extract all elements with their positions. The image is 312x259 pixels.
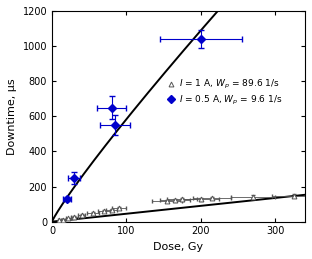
$I$ = 1 A, $W_p$ = 89.6 1/s: [110, 208, 113, 211]
$I$ = 1 A, $W_p$ = 89.6 1/s: [61, 218, 65, 221]
X-axis label: Dose, Gy: Dose, Gy: [154, 242, 204, 252]
$I$ = 1 A, $W_p$ = 89.6 1/s: [57, 219, 61, 222]
$I$ = 0.5 A, $W_p$ = 9.6 1/s: [110, 106, 113, 109]
$I$ = 0.5 A, $W_p$ = 9.6 1/s: [65, 197, 69, 200]
Line: $I$ = 0.5 A, $W_p$ = 9.6 1/s: $I$ = 0.5 A, $W_p$ = 9.6 1/s: [64, 36, 204, 202]
$I$ = 1 A, $W_p$ = 89.6 1/s: [165, 199, 169, 203]
$I$ = 1 A, $W_p$ = 89.6 1/s: [91, 212, 95, 215]
$I$ = 0.5 A, $W_p$ = 9.6 1/s: [199, 38, 203, 41]
$I$ = 1 A, $W_p$ = 89.6 1/s: [66, 217, 70, 220]
Legend: $I$ = 1 A, $W_p$ = 89.6 1/s, $I$ = 0.5 A, $W_p$ = 9.6 1/s: $I$ = 1 A, $W_p$ = 89.6 1/s, $I$ = 0.5 A…: [163, 74, 286, 111]
Line: $I$ = 1 A, $W_p$ = 89.6 1/s: $I$ = 1 A, $W_p$ = 89.6 1/s: [57, 193, 296, 223]
$I$ = 1 A, $W_p$ = 89.6 1/s: [102, 210, 106, 213]
$I$ = 1 A, $W_p$ = 89.6 1/s: [72, 215, 76, 218]
$I$ = 1 A, $W_p$ = 89.6 1/s: [180, 198, 184, 201]
$I$ = 1 A, $W_p$ = 89.6 1/s: [199, 198, 203, 201]
$I$ = 1 A, $W_p$ = 89.6 1/s: [80, 213, 84, 217]
$I$ = 1 A, $W_p$ = 89.6 1/s: [173, 199, 177, 202]
$I$ = 0.5 A, $W_p$ = 9.6 1/s: [113, 124, 117, 127]
$I$ = 1 A, $W_p$ = 89.6 1/s: [210, 196, 214, 199]
$I$ = 0.5 A, $W_p$ = 9.6 1/s: [72, 176, 76, 179]
$I$ = 1 A, $W_p$ = 89.6 1/s: [292, 194, 296, 197]
Y-axis label: Downtime, μs: Downtime, μs: [7, 78, 17, 155]
$I$ = 1 A, $W_p$ = 89.6 1/s: [117, 206, 121, 210]
$I$ = 1 A, $W_p$ = 89.6 1/s: [251, 195, 255, 198]
